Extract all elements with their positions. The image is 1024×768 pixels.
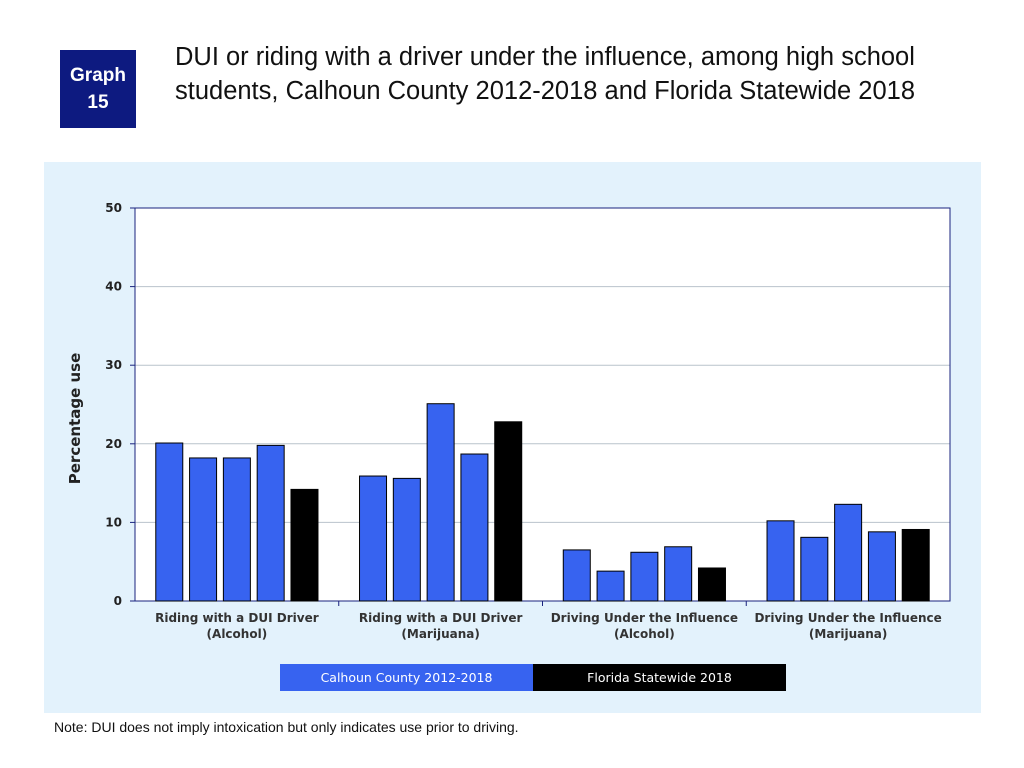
bar <box>426 403 455 602</box>
x-tick-label: (Marijuana) <box>809 627 887 641</box>
page-title: DUI or riding with a driver under the in… <box>175 43 916 105</box>
y-tick-label: 10 <box>105 515 122 529</box>
x-tick-label: (Marijuana) <box>401 627 479 641</box>
bar <box>766 520 795 602</box>
x-tick-label: Riding with a DUI Driver <box>359 611 523 625</box>
legend-swatch <box>533 664 786 691</box>
y-axis-label: Percentage use <box>66 353 84 485</box>
x-tick-label: Driving Under the Influence <box>551 611 738 625</box>
chart-panel: 0 10 20 30 40 50 Riding with a DUI Driver (Alco… <box>44 162 981 713</box>
bar <box>290 488 319 602</box>
bar <box>359 475 388 602</box>
bar <box>460 453 489 602</box>
y-tick-label: 40 <box>105 280 122 294</box>
bar <box>562 549 591 602</box>
bar <box>901 528 930 602</box>
bar <box>256 444 285 602</box>
y-tick-label: 0 <box>114 594 122 608</box>
bar <box>155 442 184 602</box>
x-tick-label: Driving Under the Influence <box>754 611 941 625</box>
y-tick-label: 50 <box>105 201 122 215</box>
x-tick-label: (Alcohol) <box>614 627 675 641</box>
bar <box>222 457 251 602</box>
bar <box>189 457 218 602</box>
legend-entry: Florida Statewide 2018 <box>587 670 732 685</box>
legend-entry: Calhoun County 2012-2018 <box>321 670 493 685</box>
x-tick-label: (Alcohol) <box>207 627 268 641</box>
bar <box>596 570 625 602</box>
graph-badge-label: Graph <box>70 65 126 86</box>
bar <box>664 546 693 602</box>
x-tick-label: Riding with a DUI Driver <box>155 611 319 625</box>
graph-badge: Graph 15 <box>60 50 136 128</box>
bar <box>494 421 523 602</box>
bar <box>834 503 863 602</box>
bar-chart: 0 10 20 30 40 50 Riding with a DUI Driver (Alco… <box>66 201 951 691</box>
bar <box>800 536 829 602</box>
graph-badge-number: 15 <box>87 92 109 113</box>
bar <box>867 531 896 602</box>
legend-swatch <box>280 664 533 691</box>
bar <box>697 567 726 602</box>
y-tick-label: 30 <box>105 358 122 372</box>
y-tick-label: 20 <box>105 437 122 451</box>
bar <box>392 477 421 602</box>
bar <box>630 551 659 602</box>
footnote: Note: DUI does not imply intoxication bu… <box>54 719 519 735</box>
